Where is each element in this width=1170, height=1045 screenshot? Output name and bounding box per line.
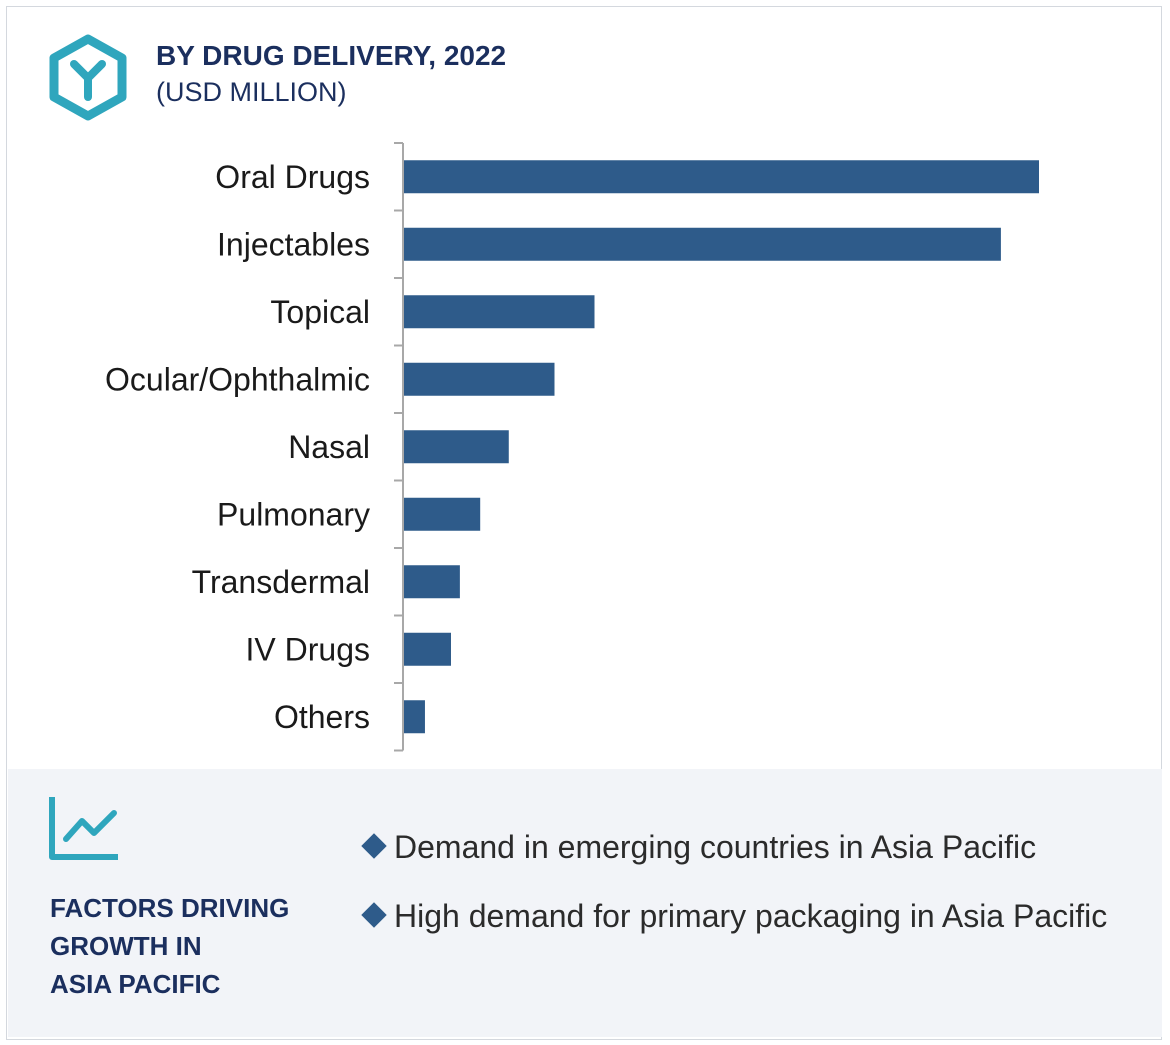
category-tick-label: Nasal: [288, 429, 370, 465]
factor-item: Demand in emerging countries in Asia Pac…: [360, 823, 1140, 871]
factors-list: Demand in emerging countries in Asia Pac…: [360, 823, 1140, 961]
bar: [404, 362, 555, 396]
category-tick-label: Others: [274, 699, 370, 735]
factors-heading: FACTORS DRIVING GROWTH IN ASIA PACIFIC: [50, 889, 320, 1003]
bar: [404, 497, 481, 531]
category-tick-label: Injectables: [217, 226, 370, 262]
factor-item: High demand for primary packaging in Asi…: [360, 892, 1140, 940]
category-tick-label: Oral Drugs: [215, 159, 370, 195]
bar: [404, 430, 509, 464]
bar: [404, 565, 460, 599]
category-tick-label: IV Drugs: [246, 631, 370, 667]
hexagon-y-logo-icon: [49, 34, 127, 121]
growth-factors-panel: FACTORS DRIVING GROWTH IN ASIA PACIFIC D…: [8, 769, 1162, 1037]
bar: [404, 227, 1001, 261]
bar: [404, 160, 1039, 194]
factor-text: Demand in emerging countries in Asia Pac…: [394, 829, 1037, 865]
category-labels: Oral Drugs Injectables Topical Ocular/Ophth…: [105, 159, 370, 735]
diamond-bullet-icon: [361, 902, 387, 928]
line-chart-icon: [49, 797, 118, 860]
bar-chart: BY DRUG DELIVERY, 2022 (USD MILLION) Ora…: [49, 34, 1039, 752]
chart-title: BY DRUG DELIVERY, 2022: [156, 40, 506, 71]
factor-text: High demand for primary packaging in Asi…: [394, 898, 1108, 934]
category-tick-label: Topical: [270, 294, 370, 330]
bar: [404, 700, 425, 734]
factors-heading-line: ASIA PACIFIC: [50, 969, 221, 999]
bar: [404, 632, 451, 666]
y-axis: [394, 142, 404, 752]
category-tick-label: Transdermal: [192, 564, 370, 600]
bar: [404, 295, 595, 329]
factors-heading-line: FACTORS DRIVING: [50, 893, 290, 923]
category-tick-label: Pulmonary: [217, 496, 370, 532]
diamond-bullet-icon: [361, 833, 387, 859]
bar-series: [404, 160, 1039, 734]
factors-heading-line: GROWTH IN: [50, 931, 202, 961]
chart-subtitle: (USD MILLION): [156, 77, 347, 107]
category-tick-label: Ocular/Ophthalmic: [105, 361, 370, 397]
